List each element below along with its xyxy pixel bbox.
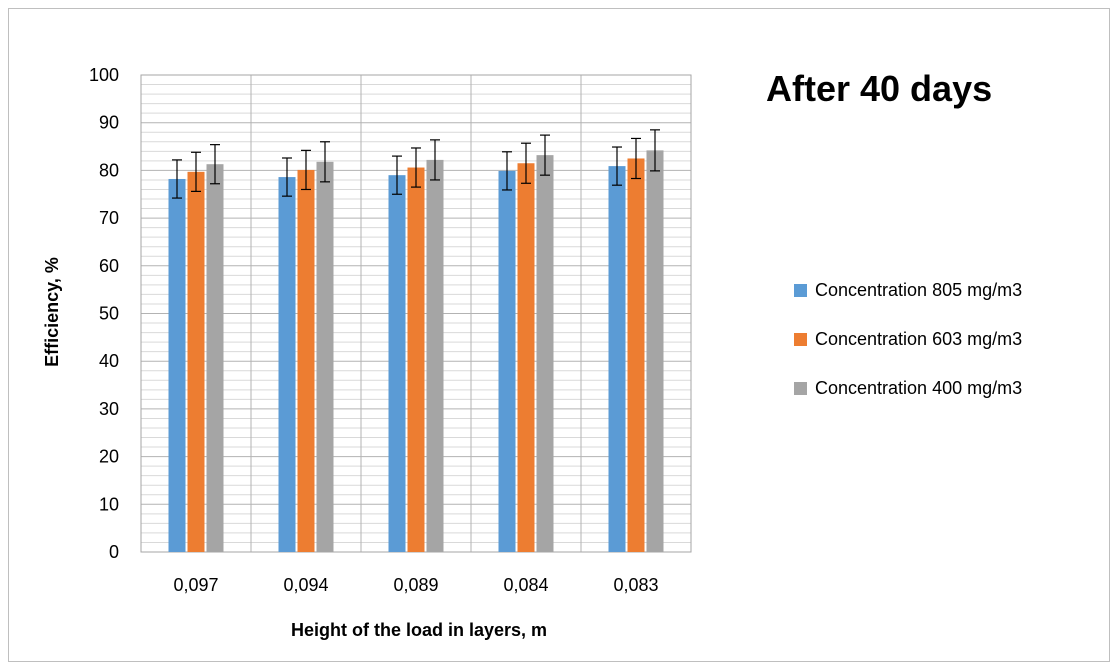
tick-labels: 0 10 20 30 40 50 60 70 80 90 100 0,097 0,094 0,089 0,0…: [89, 65, 659, 595]
y-tick-label: 0: [109, 542, 119, 562]
bar: [168, 178, 186, 552]
bar: [426, 159, 444, 552]
chart-title: After 40 days: [766, 68, 992, 109]
y-tick-label: 90: [99, 113, 119, 133]
bar: [278, 177, 296, 552]
bar: [608, 166, 626, 552]
y-tick-label: 10: [99, 494, 119, 514]
bar: [187, 171, 205, 552]
bar: [388, 175, 406, 553]
legend-label: Concentration 805 mg/m3: [815, 280, 1022, 300]
x-tick-label: 0,089: [393, 575, 438, 595]
chart-area: 0 10 20 30 40 50 60 70 80 90 100 0,097 0,094 0,089 0,0…: [8, 8, 1110, 662]
y-tick-label: 80: [99, 160, 119, 180]
y-tick-label: 30: [99, 399, 119, 419]
bar: [206, 164, 224, 552]
legend-swatch: [794, 284, 807, 297]
bars: [168, 150, 664, 553]
bar: [407, 167, 425, 552]
bar-chart: 0 10 20 30 40 50 60 70 80 90 100 0,097 0,094 0,089 0,0…: [42, 65, 1022, 640]
bar: [536, 155, 554, 553]
bar: [297, 169, 315, 552]
bar: [316, 161, 334, 552]
y-tick-label: 60: [99, 256, 119, 276]
y-tick-label: 70: [99, 208, 119, 228]
error-bars: [172, 129, 660, 199]
x-tick-label: 0,083: [613, 575, 658, 595]
y-tick-label: 20: [99, 447, 119, 467]
y-tick-label: 40: [99, 351, 119, 371]
legend-label: Concentration 400 mg/m3: [815, 378, 1022, 398]
legend-swatch: [794, 333, 807, 346]
x-axis-title: Height of the load in layers, m: [291, 620, 547, 640]
y-tick-label: 50: [99, 304, 119, 324]
x-tick-label: 0,084: [503, 575, 548, 595]
legend-label: Concentration 603 mg/m3: [815, 329, 1022, 349]
y-tick-label: 100: [89, 65, 119, 85]
x-tick-label: 0,097: [173, 575, 218, 595]
bar: [498, 170, 516, 552]
legend: Concentration 805 mg/m3 Concentration 603…: [794, 280, 1022, 398]
y-axis-title: Efficiency, %: [42, 257, 62, 367]
bar: [517, 163, 535, 552]
bar: [646, 150, 664, 552]
legend-swatch: [794, 382, 807, 395]
x-tick-label: 0,094: [283, 575, 328, 595]
bar: [627, 158, 645, 552]
